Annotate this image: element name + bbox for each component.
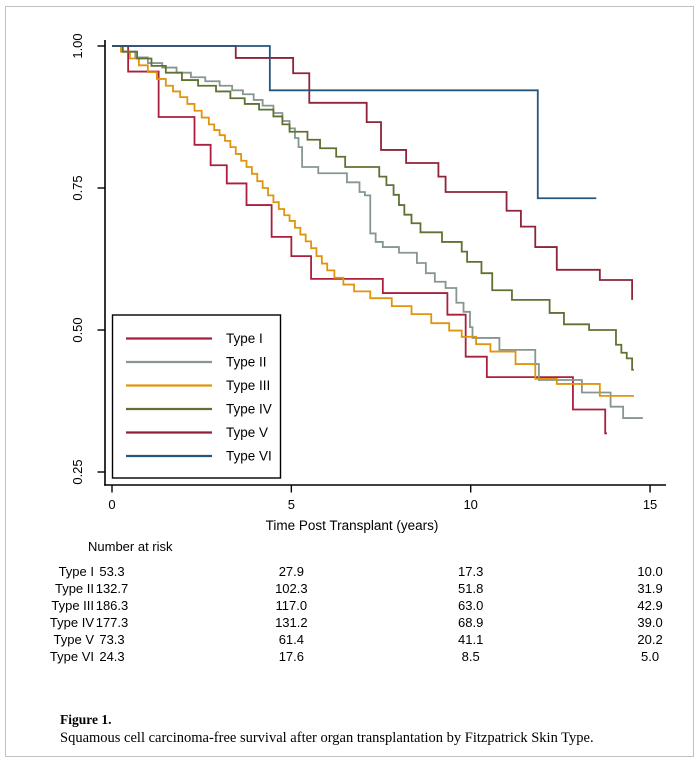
risk-value: 39.0 xyxy=(637,615,663,630)
risk-row-label: Type II xyxy=(54,581,94,596)
risk-value: 10.0 xyxy=(637,564,663,579)
risk-value: 27.9 xyxy=(278,564,304,579)
risk-value: 131.2 xyxy=(275,615,308,630)
risk-row-label: Type V xyxy=(53,632,94,647)
x-tick-label: 15 xyxy=(643,497,657,512)
risk-value: 5.0 xyxy=(641,649,660,664)
legend-label-type-i: Type I xyxy=(226,331,263,346)
y-tick-label: 1.00 xyxy=(70,33,85,58)
x-axis-title: Time Post Transplant (years) xyxy=(266,518,439,533)
risk-row-type-iii: Type III 186.3 117.0 63.0 42.9 xyxy=(0,597,700,614)
risk-value: 61.4 xyxy=(278,632,304,647)
x-tick-label: 0 xyxy=(108,497,115,512)
risk-row-label: Type III xyxy=(51,598,94,613)
figure-border xyxy=(5,6,694,757)
figure-caption-text: Squamous cell carcinoma-free survival af… xyxy=(60,730,594,746)
figure-caption: Figure 1. Squamous cell carcinoma-free s… xyxy=(60,710,680,748)
risk-row-label: Type VI xyxy=(49,649,94,664)
risk-value: 20.2 xyxy=(637,632,663,647)
risk-value: 17.6 xyxy=(278,649,304,664)
risk-row-type-vi: Type VI 24.3 17.6 8.5 5.0 xyxy=(0,648,700,665)
risk-value: 42.9 xyxy=(637,598,663,613)
legend-box xyxy=(111,314,282,479)
x-tick-label: 5 xyxy=(288,497,295,512)
risk-value: 73.3 xyxy=(99,632,125,647)
y-tick-label: 0.25 xyxy=(70,459,85,484)
risk-value: 117.0 xyxy=(275,598,308,613)
series-line-type-vi xyxy=(112,45,597,200)
series-line-type-iii xyxy=(112,45,634,397)
risk-value: 24.3 xyxy=(99,649,125,664)
series-line-type-i xyxy=(112,45,608,435)
legend-label-type-vi: Type VI xyxy=(226,449,272,464)
risk-row-type-iv: Type IV 177.3 131.2 68.9 39.0 xyxy=(0,614,700,631)
legend: Type I Type II Type III Type IV Type V Type V… xyxy=(111,314,282,479)
risk-value: 41.1 xyxy=(458,632,484,647)
series-line-type-v xyxy=(112,45,634,300)
legend-label-type-iii: Type III xyxy=(226,378,270,393)
number-at-risk-title: Number at risk xyxy=(88,539,173,554)
risk-row-label: Type IV xyxy=(49,615,94,630)
risk-value: 102.3 xyxy=(275,581,308,596)
risk-value: 53.3 xyxy=(99,564,125,579)
risk-value: 8.5 xyxy=(461,649,480,664)
risk-value: 68.9 xyxy=(458,615,484,630)
risk-value: 31.9 xyxy=(637,581,663,596)
legend-label-type-v: Type V xyxy=(226,425,268,440)
legend-label-type-iv: Type IV xyxy=(226,402,272,417)
risk-row-type-ii: Type II 132.7 102.3 51.8 31.9 xyxy=(0,580,700,597)
risk-value: 17.3 xyxy=(458,564,484,579)
y-tick-label: 0.50 xyxy=(70,317,85,342)
x-tick-label: 10 xyxy=(463,497,477,512)
series-line-type-ii xyxy=(112,45,643,419)
risk-value: 177.3 xyxy=(95,615,129,630)
risk-row-label: Type I xyxy=(58,564,94,579)
risk-value: 51.8 xyxy=(458,581,484,596)
y-tick-label: 0.75 xyxy=(70,175,85,200)
figure-caption-label: Figure 1. xyxy=(60,712,112,727)
legend-label-type-ii: Type II xyxy=(226,355,267,370)
risk-row-type-i: Type I 53.3 27.9 17.3 10.0 xyxy=(0,563,700,580)
number-at-risk-table: Number at risk Type I 53.3 27.9 17.3 10.0 Typ… xyxy=(0,536,700,668)
risk-value: 63.0 xyxy=(458,598,484,613)
risk-value: 186.3 xyxy=(95,598,129,613)
risk-row-type-v: Type V 73.3 61.4 41.1 20.2 xyxy=(0,631,700,648)
risk-value: 132.7 xyxy=(95,581,129,596)
survival-chart: 15 10 5 0 0.25 0.50 0.75 1.00 Time Post Transpla… xyxy=(70,33,666,533)
series-line-type-iv xyxy=(112,45,634,371)
